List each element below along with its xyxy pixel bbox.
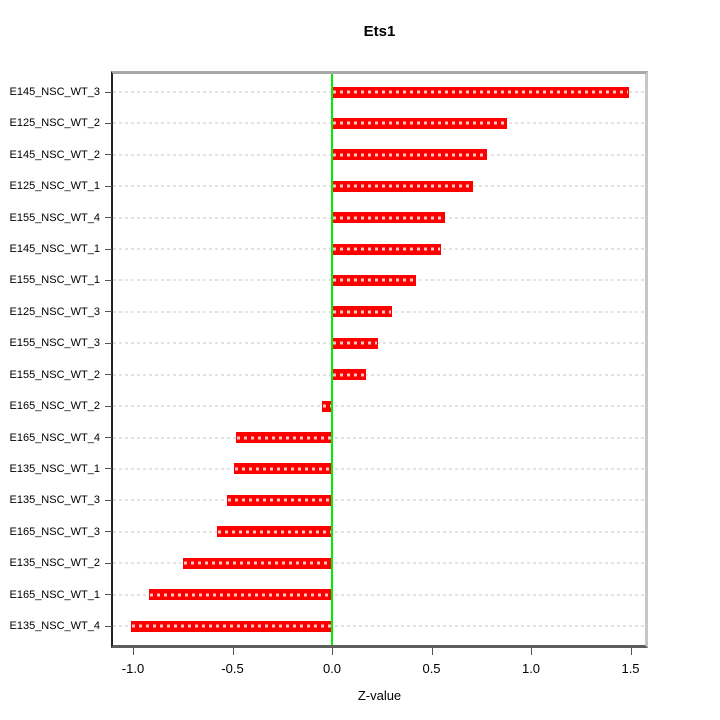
category-grid-line (113, 625, 645, 627)
y-axis-tick (105, 405, 112, 407)
bar-inner-dash (333, 310, 391, 314)
category-grid-line (113, 499, 645, 502)
category-grid-line (113, 562, 645, 565)
bar (322, 400, 332, 412)
bar-inner-dash (183, 561, 331, 565)
x-axis-label: Z-value (357, 688, 402, 703)
y-axis-tick (105, 91, 112, 93)
chart-title: Ets1 (363, 23, 396, 40)
y-axis-category-label: E165_NSC_WT_1 (9, 588, 101, 601)
bar (131, 620, 332, 632)
bar (234, 463, 332, 475)
y-axis-category-label: E155_NSC_WT_3 (9, 337, 101, 350)
y-axis-tick (105, 531, 112, 533)
bar (148, 589, 332, 601)
y-axis-tick (105, 279, 112, 281)
y-axis-tick (105, 468, 112, 470)
y-axis-tick (105, 499, 112, 501)
y-axis-tick (105, 342, 112, 344)
y-axis-category-label: E135_NSC_WT_3 (9, 494, 101, 507)
category-grid-line (113, 436, 645, 439)
y-axis-category-label: E125_NSC_WT_2 (9, 117, 101, 130)
y-axis-category-label: E145_NSC_WT_2 (9, 148, 101, 161)
category-grid-line (113, 530, 645, 533)
y-axis-tick (105, 248, 112, 250)
y-axis-tick (105, 437, 112, 439)
x-axis-tick-label: -0.5 (221, 661, 244, 676)
y-axis-category-label: E135_NSC_WT_1 (9, 462, 101, 475)
y-axis-tick (105, 562, 112, 564)
bar (332, 369, 366, 381)
x-axis-tick-label: -1.0 (121, 661, 145, 676)
x-axis-tick (232, 648, 234, 655)
x-axis-tick (431, 648, 433, 655)
x-axis-tick-label: 0.5 (422, 661, 441, 676)
bar-inner-dash (333, 184, 473, 188)
y-axis-category-label: E155_NSC_WT_4 (9, 211, 101, 224)
y-axis-category-label: E155_NSC_WT_2 (9, 368, 101, 381)
y-axis-category-label: E125_NSC_WT_3 (9, 305, 101, 318)
bar-inner-dash (323, 404, 331, 408)
bar (236, 432, 332, 444)
bar-inner-dash (227, 498, 331, 502)
y-axis-tick (105, 374, 112, 376)
bar (332, 337, 378, 349)
plot-area (111, 71, 648, 648)
bar (332, 117, 508, 129)
bar-inner-dash (235, 467, 331, 471)
bar (332, 306, 392, 318)
bar-inner-dash (333, 373, 365, 377)
y-axis-tick (105, 217, 112, 219)
y-axis-category-label: E165_NSC_WT_4 (9, 431, 101, 444)
category-grid-line (113, 467, 645, 470)
y-axis-category-label: E145_NSC_WT_1 (9, 243, 101, 256)
bar-inner-dash (333, 247, 441, 251)
y-axis-category-label: E135_NSC_WT_4 (9, 620, 101, 632)
category-grid-line (113, 342, 645, 345)
y-axis-category-label: E145_NSC_WT_3 (9, 86, 101, 98)
bar (226, 494, 332, 506)
bar-inner-dash (132, 624, 331, 628)
y-axis-tick (105, 154, 112, 156)
x-axis-tick (531, 648, 532, 655)
y-axis-category-label: E165_NSC_WT_2 (9, 400, 101, 413)
category-grid-line (113, 373, 645, 376)
y-axis-category-label: E155_NSC_WT_1 (9, 274, 101, 287)
x-axis-tick-label: 1.0 (521, 661, 541, 676)
bar (332, 212, 446, 224)
x-axis-tick (133, 648, 134, 655)
bar-inner-dash (333, 341, 377, 345)
x-axis-tick-label: 1.5 (621, 661, 640, 676)
bar-inner-dash (333, 216, 445, 220)
y-axis-tick (105, 122, 112, 124)
x-axis-tick (332, 648, 333, 655)
bar (332, 180, 474, 192)
y-axis-tick (105, 625, 112, 627)
x-axis-tick-label: 0.0 (322, 661, 342, 676)
bar-inner-dash (149, 593, 331, 597)
y-axis-tick (105, 311, 112, 313)
bar-inner-dash (333, 153, 487, 157)
y-axis-tick (105, 185, 112, 187)
y-axis-category-label: E125_NSC_WT_1 (9, 180, 101, 193)
bar (332, 274, 416, 286)
y-axis-category-label: E165_NSC_WT_3 (9, 525, 101, 538)
bar (332, 86, 629, 98)
bar (332, 243, 442, 255)
bar (216, 526, 332, 538)
bar (182, 557, 332, 569)
bar (332, 149, 488, 161)
y-axis-tick (105, 594, 112, 596)
x-axis-tick (630, 648, 632, 655)
zero-line (331, 74, 333, 645)
bar-inner-dash (217, 530, 331, 534)
category-grid-line (113, 405, 645, 408)
category-grid-line (113, 593, 645, 596)
y-axis-category-label: E135_NSC_WT_2 (9, 557, 101, 570)
bar-inner-dash (333, 90, 628, 94)
bar-inner-dash (333, 278, 415, 282)
bar-inner-dash (237, 436, 331, 440)
bar-inner-dash (333, 121, 507, 125)
